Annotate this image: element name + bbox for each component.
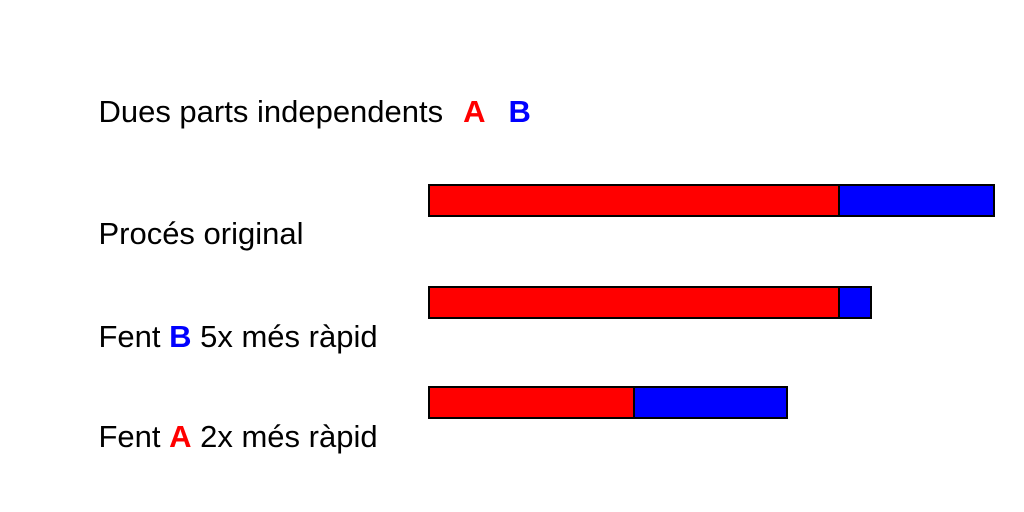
row-label-text: Procés original xyxy=(98,216,304,251)
part-b-bar-segment xyxy=(838,286,872,319)
part-b-letter: B xyxy=(508,94,531,129)
part-a-bar-segment xyxy=(428,286,840,319)
row-label-b-faster: Fent B 5x més ràpid xyxy=(64,290,378,383)
title-row: Dues parts independents A B xyxy=(64,65,531,158)
row-label-text-post: 5x més ràpid xyxy=(191,319,378,354)
row-label-text: Fent xyxy=(98,419,170,454)
title-text: Dues parts independents xyxy=(98,94,444,129)
part-a-letter: A xyxy=(169,419,192,454)
row-label-text: Fent xyxy=(98,319,170,354)
row-label-text-post: 2x més ràpid xyxy=(191,419,378,454)
part-a-bar-segment xyxy=(428,184,840,217)
part-b-letter: B xyxy=(169,319,192,354)
part-b-bar-segment xyxy=(838,184,995,217)
part-a-bar-segment xyxy=(428,386,635,419)
bar-a-faster xyxy=(428,386,788,419)
part-a-letter: A xyxy=(463,94,486,129)
row-label-a-faster: Fent A 2x més ràpid xyxy=(64,390,378,483)
part-b-bar-segment xyxy=(633,386,788,419)
bar-b-faster xyxy=(428,286,872,319)
row-label-original: Procés original xyxy=(64,187,304,280)
bar-original xyxy=(428,184,995,217)
